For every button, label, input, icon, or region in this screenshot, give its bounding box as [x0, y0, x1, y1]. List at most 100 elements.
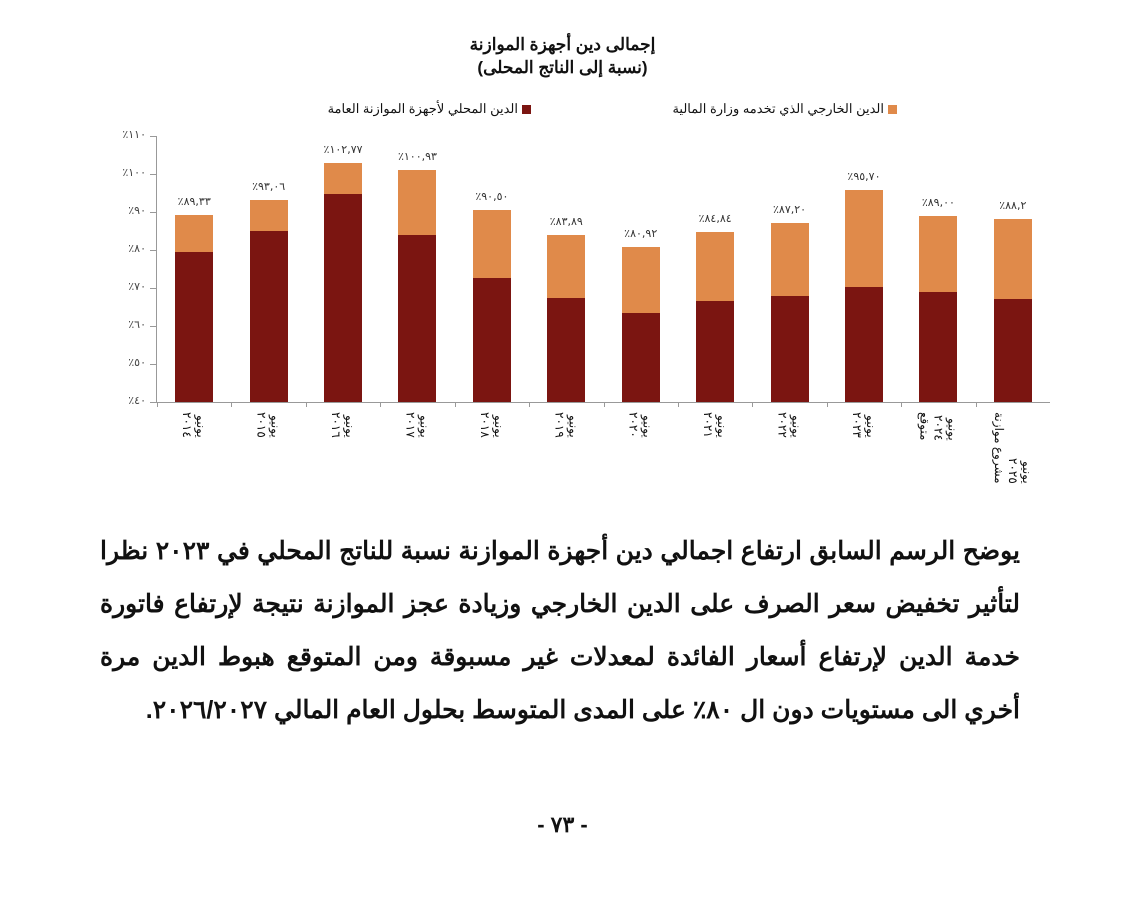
bar-1: [249, 200, 288, 402]
bar-value-label: ٪٩٣,٠٦: [252, 180, 286, 194]
y-tick-label: ٪٦٠: [128, 318, 146, 331]
bar-6: [621, 246, 660, 402]
bar-segment-domestic: [175, 251, 214, 402]
bar-value-label: ٪٨٩,٣٣: [177, 194, 211, 208]
y-tick: [150, 212, 156, 213]
bar-value-label: ٪٨٤,٨٤: [698, 211, 732, 225]
bar-segment-domestic: [398, 234, 437, 402]
y-tick: [150, 326, 156, 327]
x-tick: [454, 402, 456, 407]
x-category-label: يونيو ٢٠١٦: [329, 412, 358, 438]
y-tick: [150, 136, 156, 137]
bar-segment-external: [324, 163, 363, 195]
y-tick-label: ٪٥٠: [128, 356, 146, 369]
bar-value-label: ٪٨٨,٢: [999, 198, 1027, 212]
page-number: - ٧٣ -: [537, 812, 588, 837]
bar-value-label: ٪١٠٢,٧٧: [323, 143, 363, 157]
bar-11: [993, 218, 1032, 402]
bar-segment-domestic: [993, 299, 1032, 402]
bar-segment-domestic: [249, 230, 288, 402]
y-tick: [150, 250, 156, 251]
x-tick: [901, 402, 903, 407]
x-tick: [529, 402, 531, 407]
bar-value-label: ٪٩٠,٥٠: [475, 190, 509, 204]
bar-3: [398, 170, 437, 402]
bar-segment-domestic: [696, 300, 735, 402]
bar-value-label: ٪٩٥,٧٠: [847, 170, 881, 184]
bar-segment-external: [472, 210, 511, 279]
bar-segment-external: [696, 231, 735, 301]
x-tick: [826, 402, 828, 407]
x-category-label: يونيو ٢٠١٥: [254, 412, 283, 438]
x-tick: [231, 402, 233, 407]
x-category-label: يونيو ٢٠١٩: [552, 412, 581, 438]
x-tick: [752, 402, 754, 407]
y-tick: [150, 174, 156, 175]
x-tick: [305, 402, 307, 407]
bar-segment-domestic: [919, 291, 958, 402]
y-tick-label: ٪٤٠: [128, 394, 146, 407]
legend-external-label: الدين الخارجي الذي تخدمه وزارة المالية: [672, 101, 884, 116]
bar-2: [324, 163, 363, 402]
x-category-label: يونيو ٢٠٢٢: [775, 412, 804, 438]
bar-value-label: ٪٨٠,٩٢: [624, 226, 658, 240]
y-tick-label: ٪٧٠: [128, 280, 146, 293]
bar-segment-domestic: [770, 295, 809, 402]
x-tick: [677, 402, 679, 407]
bar-segment-external: [993, 218, 1032, 299]
y-tick-label: ٪١٠٠: [122, 166, 146, 179]
x-category-label: يونيو ٢٠١٨: [477, 412, 506, 438]
y-tick-label: ٪٨٠: [128, 242, 146, 255]
bar-8: [770, 222, 809, 402]
legend-external-swatch-icon: [888, 104, 897, 114]
bar-0: [175, 214, 214, 402]
chart-title: إجمالى دين أجهزة الموازنة: [469, 35, 656, 54]
bar-segment-external: [398, 170, 437, 235]
body-paragraph: يوضح الرسم السابق ارتفاع اجمالي دين أجهز…: [100, 537, 1020, 724]
bar-segment-external: [844, 190, 883, 287]
bar-5: [547, 235, 586, 402]
bar-segment-domestic: [844, 286, 883, 402]
x-category-label: يونيو ٢٠٢٥ مشروع موازنة: [991, 412, 1034, 484]
bar-value-label: ٪٨٧,٢٠: [773, 202, 807, 216]
x-axis: [156, 402, 1050, 403]
bar-segment-external: [770, 222, 809, 296]
bar-segment-domestic: [472, 278, 511, 402]
bar-segment-domestic: [547, 297, 586, 402]
y-tick-label: ٪٩٠: [128, 204, 146, 217]
y-tick: [150, 364, 156, 365]
x-category-label: يونيو ٢٠٢٠: [626, 412, 655, 438]
bar-segment-external: [621, 246, 660, 314]
x-tick: [603, 402, 605, 407]
bar-value-label: ٪١٠٠,٩٣: [397, 150, 437, 164]
legend-domestic: الدين المحلي لأجهزة الموازنة العامة: [328, 101, 531, 117]
legend-external: الدين الخارجي الذي تخدمه وزارة المالية: [672, 101, 897, 117]
x-category-label: يونيو ٢٠١٤: [180, 412, 209, 438]
y-tick: [150, 288, 156, 289]
x-category-label: يونيو ٢٠٢٣: [849, 412, 878, 438]
bar-segment-external: [547, 235, 586, 298]
y-tick-label: ٪١١٠: [122, 128, 146, 141]
bar-4: [472, 210, 511, 402]
bar-7: [696, 231, 735, 402]
bar-value-label: ٪٨٣,٨٩: [549, 215, 583, 229]
legend-domestic-label: الدين المحلي لأجهزة الموازنة العامة: [327, 101, 518, 116]
chart-subtitle: (نسبة إلى الناتج المحلى): [477, 58, 648, 77]
x-category-label: يونيو ٢٠١٧: [403, 412, 432, 438]
bar-10: [919, 215, 958, 402]
x-category-label: يونيو ٢٠٢١: [701, 412, 730, 438]
x-category-label: يونيو ٢٠٢٤ متوقع: [917, 412, 960, 441]
bar-segment-domestic: [324, 194, 363, 402]
bar-value-label: ٪٨٩,٠٠: [921, 195, 955, 209]
bar-segment-external: [249, 200, 288, 231]
legend-domestic-swatch-icon: [522, 104, 531, 114]
bar-segment-domestic: [621, 313, 660, 402]
x-tick: [157, 402, 158, 407]
x-tick: [975, 402, 977, 407]
x-tick: [380, 402, 382, 407]
y-tick: [150, 402, 156, 403]
bar-segment-external: [919, 215, 958, 292]
bar-9: [844, 190, 883, 402]
y-axis: [156, 136, 157, 403]
bar-segment-external: [175, 214, 214, 252]
